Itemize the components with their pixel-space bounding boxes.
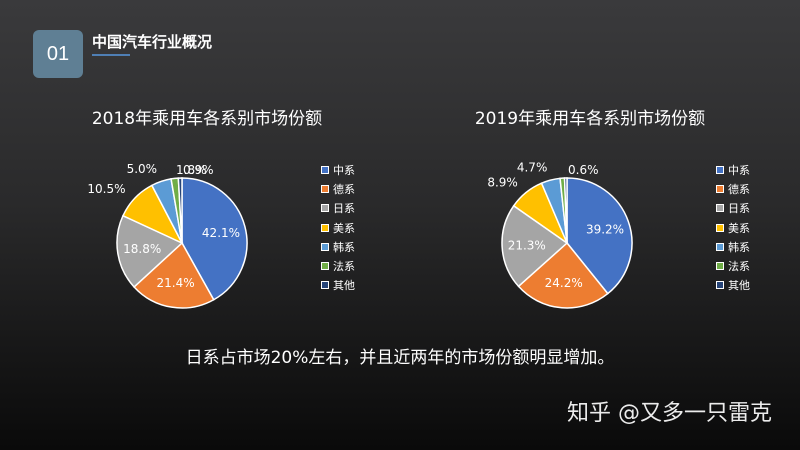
legend-swatch bbox=[321, 223, 329, 232]
legend-swatch bbox=[321, 165, 329, 174]
legend-item-德系: 德系 bbox=[321, 179, 355, 198]
pie-slice-其他 bbox=[563, 177, 568, 244]
legend-item-韩系: 韩系 bbox=[321, 237, 355, 256]
legend-label: 德系 bbox=[728, 182, 750, 196]
legend-item-美系: 美系 bbox=[321, 218, 355, 237]
pie-slice-中系 bbox=[181, 177, 248, 301]
caption-text: 日系占市场20%左右，并且近两年的市场份额明显增加。 bbox=[185, 348, 615, 368]
legend-label: 美系 bbox=[333, 221, 355, 235]
data-label-德系: 24.2% bbox=[545, 276, 583, 290]
legend-item-其他: 其他 bbox=[321, 276, 355, 295]
legend-swatch bbox=[716, 165, 724, 174]
legend-label: 中系 bbox=[333, 163, 355, 177]
legend-swatch bbox=[321, 242, 329, 251]
legend-item-法系: 法系 bbox=[716, 256, 750, 275]
legend-swatch bbox=[321, 262, 329, 271]
legend-label: 法系 bbox=[728, 260, 750, 274]
legend-swatch bbox=[716, 184, 724, 193]
legend-label: 美系 bbox=[728, 221, 750, 235]
section-number-badge: 01 bbox=[33, 30, 83, 78]
pie-slice-德系 bbox=[517, 241, 609, 309]
legend-swatch bbox=[716, 262, 724, 271]
data-label-韩系: 5.0% bbox=[127, 162, 158, 176]
legend-item-德系: 德系 bbox=[716, 179, 750, 198]
legend-label: 中系 bbox=[728, 163, 750, 177]
legend-label: 韩系 bbox=[728, 240, 750, 254]
data-label-法系: 1.8% bbox=[176, 163, 207, 177]
legend-label: 德系 bbox=[333, 182, 355, 196]
pie-slice-日系 bbox=[116, 214, 184, 289]
chart-title-2018: 2018年乘用车各系别市场份额 bbox=[91, 109, 323, 129]
watermark: 知乎 @又多一只雷克 bbox=[567, 401, 772, 426]
legend-item-中系: 中系 bbox=[321, 160, 355, 179]
legend-item-韩系: 韩系 bbox=[716, 237, 750, 256]
legend-swatch bbox=[321, 281, 329, 290]
data-label-日系: 21.3% bbox=[508, 238, 546, 252]
legend-label: 韩系 bbox=[333, 240, 355, 254]
section-title: 中国汽车行业概况 bbox=[92, 33, 213, 51]
pie-slice-中系 bbox=[566, 177, 633, 295]
legend-item-中系: 中系 bbox=[716, 160, 750, 179]
data-label-其他: 0.9% bbox=[183, 163, 214, 177]
data-label-美系: 8.9% bbox=[487, 175, 518, 189]
legend-swatch bbox=[321, 184, 329, 193]
pie-slice-德系 bbox=[133, 241, 215, 309]
legend-label: 法系 bbox=[333, 260, 355, 274]
legend-2018: 中系德系日系美系韩系法系其他 bbox=[321, 160, 355, 295]
legend-label: 其他 bbox=[333, 279, 355, 293]
data-label-其他: 0.6% bbox=[568, 163, 599, 177]
legend-item-其他: 其他 bbox=[716, 276, 750, 295]
legend-swatch bbox=[321, 204, 329, 213]
legend-2019: 中系德系日系美系韩系法系其他 bbox=[716, 160, 750, 295]
legend-swatch bbox=[716, 242, 724, 251]
legend-item-日系: 日系 bbox=[321, 199, 355, 218]
data-label-中系: 39.2% bbox=[586, 223, 624, 237]
data-label-中系: 42.1% bbox=[202, 226, 240, 240]
data-label-德系: 21.4% bbox=[157, 276, 195, 290]
legend-swatch bbox=[716, 223, 724, 232]
legend-swatch bbox=[716, 204, 724, 213]
section-number: 01 bbox=[46, 42, 70, 65]
legend-label: 日系 bbox=[333, 202, 355, 216]
chart-title-2019: 2019年乘用车各系别市场份额 bbox=[474, 109, 706, 129]
legend-label: 日系 bbox=[728, 202, 750, 216]
data-label-韩系: 4.7% bbox=[517, 161, 548, 175]
pie-slice-日系 bbox=[501, 204, 569, 288]
data-label-日系: 18.8% bbox=[123, 242, 161, 256]
data-label-美系: 10.5% bbox=[87, 182, 125, 196]
title-underline bbox=[92, 54, 130, 56]
legend-swatch bbox=[716, 281, 724, 290]
legend-label: 其他 bbox=[728, 279, 750, 293]
legend-item-日系: 日系 bbox=[716, 199, 750, 218]
legend-item-法系: 法系 bbox=[321, 256, 355, 275]
legend-item-美系: 美系 bbox=[716, 218, 750, 237]
pie-slice-其他 bbox=[177, 177, 183, 244]
